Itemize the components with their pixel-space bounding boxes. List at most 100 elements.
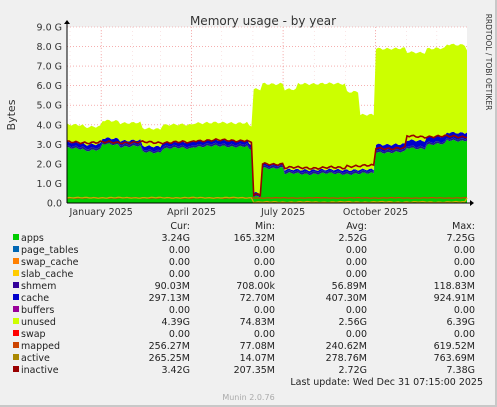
legend-name: page_tables [21, 245, 79, 256]
legend-cur-value: 0.00 [168, 305, 190, 316]
legend-min-value: 0.00 [253, 269, 275, 280]
x-tick-labels: January 2025 April 2025 July 2025 October 2… [69, 207, 409, 218]
legend-swatch [13, 330, 19, 336]
legend-name: apps [21, 233, 44, 244]
legend-label: cache [13, 293, 49, 304]
legend-name: mapped [21, 341, 61, 352]
legend-label: apps [13, 233, 44, 244]
legend-avg-value: 2.52G [338, 233, 367, 244]
area-unused [67, 43, 467, 195]
legend-swatch [13, 318, 19, 324]
legend-avg-value: 2.72G [338, 365, 367, 376]
y-tick-label: 4.0 G [37, 120, 63, 131]
header-cur: Cur: [170, 221, 190, 232]
legend-max-value: 0.00 [453, 305, 475, 316]
legend-label: page_tables [13, 245, 79, 256]
legend-avg-value: 0.00 [345, 245, 367, 256]
legend-swatch [13, 258, 19, 264]
line-inactive [67, 134, 468, 197]
legend-avg-value: 2.56G [338, 317, 367, 328]
y-tick-label: 9.0 G [37, 23, 63, 34]
legend-avg-value: 56.89M [331, 281, 367, 292]
legend-min-value: 77.08M [239, 341, 275, 352]
legend-min-value: 14.07M [239, 353, 275, 364]
memory-chart: 0.0 1.0 G 2.0 G 3.0 G 4.0 G 5.0 G 6.0 G 7.0 G 8.… [5, 14, 493, 218]
area-apps [67, 139, 467, 203]
legend-label: mapped [13, 341, 60, 352]
header-min: Min: [254, 221, 275, 232]
y-tick-label: 0.0 [47, 199, 62, 210]
legend-avg-value: 278.76M [325, 353, 367, 364]
legend-cur-value: 4.39G [161, 317, 190, 328]
legend-avg-value: 0.00 [345, 329, 367, 340]
rrdtool-credit: RRDTOOL / TOBI OETIKER [484, 14, 493, 111]
legend-swatch [13, 270, 19, 276]
legend-cur-value: 0.00 [168, 257, 190, 268]
x-tick-label: July 2025 [260, 207, 305, 218]
legend-name: swap [21, 329, 46, 340]
legend-cur-value: 0.00 [168, 245, 190, 256]
legend-cur-value: 297.13M [148, 293, 190, 304]
legend-label: shmem [13, 281, 56, 292]
legend-swatch [13, 282, 19, 288]
y-axis-arrow [64, 20, 70, 24]
legend-swatch [13, 366, 19, 372]
legend-label: swap_cache [13, 257, 78, 268]
x-tick-label: October 2025 [343, 207, 408, 218]
legend-avg-value: 0.00 [345, 269, 367, 280]
legend-cur-value: 265.25M [148, 353, 190, 364]
legend-label: active [13, 353, 50, 364]
x-tick-label: April 2025 [167, 207, 216, 218]
last-update: Last update: Wed Dec 31 07:15:00 2025 [290, 377, 483, 388]
legend-name: cache [21, 293, 50, 304]
y-tick-label: 8.0 G [37, 42, 63, 53]
y-tick-label: 6.0 G [37, 81, 63, 92]
legend-max-value: 7.38G [446, 365, 475, 376]
legend-cur-value: 0.00 [168, 329, 190, 340]
y-tick-label: 3.0 G [37, 140, 63, 151]
legend-name: slab_cache [21, 269, 74, 280]
legend-max-value: 0.00 [453, 245, 475, 256]
legend-label: buffers [13, 305, 54, 316]
legend-min-value: 0.00 [253, 329, 275, 340]
legend-max-value: 6.39G [446, 317, 475, 328]
legend-cur-value: 90.03M [154, 281, 190, 292]
x-tick-label: January 2025 [69, 207, 133, 218]
y-tick-label: 5.0 G [37, 101, 63, 112]
series-areas [66, 43, 468, 204]
legend-min-value: 708.00k [236, 281, 275, 292]
legend-name: unused [21, 317, 56, 328]
legend-max-value: 924.91M [433, 293, 475, 304]
legend-name: inactive [21, 365, 59, 376]
legend-min-value: 0.00 [253, 305, 275, 316]
legend-swatch [13, 294, 19, 300]
legend-max-value: 7.25G [446, 233, 475, 244]
y-tick-label: 1.0 G [37, 179, 63, 190]
legend-min-value: 72.70M [239, 293, 275, 304]
legend-min-value: 74.83M [239, 317, 275, 328]
legend-avg-value: 240.62M [325, 341, 367, 352]
y-tick-label: 7.0 G [37, 62, 63, 73]
legend-name: buffers [21, 305, 55, 316]
legend-name: active [21, 353, 50, 364]
legend-label: swap [13, 329, 46, 340]
legend-label: slab_cache [13, 269, 73, 280]
legend-cur-value: 0.00 [168, 269, 190, 280]
legend-max-value: 118.83M [433, 281, 475, 292]
legend-max-value: 0.00 [453, 257, 475, 268]
legend-min-value: 207.35M [233, 365, 275, 376]
y-tick-label: 2.0 G [37, 159, 63, 170]
chart-title: Memory usage - by year [190, 14, 336, 28]
legend-name: swap_cache [21, 257, 79, 268]
munin-version: Munin 2.0.76 [222, 393, 275, 402]
legend-label: inactive [13, 365, 59, 376]
legend-max-value: 763.69M [433, 353, 475, 364]
header-max: Max: [452, 221, 475, 232]
line-active [66, 196, 468, 204]
legend-swatch [13, 306, 19, 312]
legend-avg-value: 0.00 [345, 257, 367, 268]
area-shmem [67, 137, 467, 198]
legend-swatch [13, 246, 19, 252]
legend-cur-value: 256.27M [148, 341, 190, 352]
